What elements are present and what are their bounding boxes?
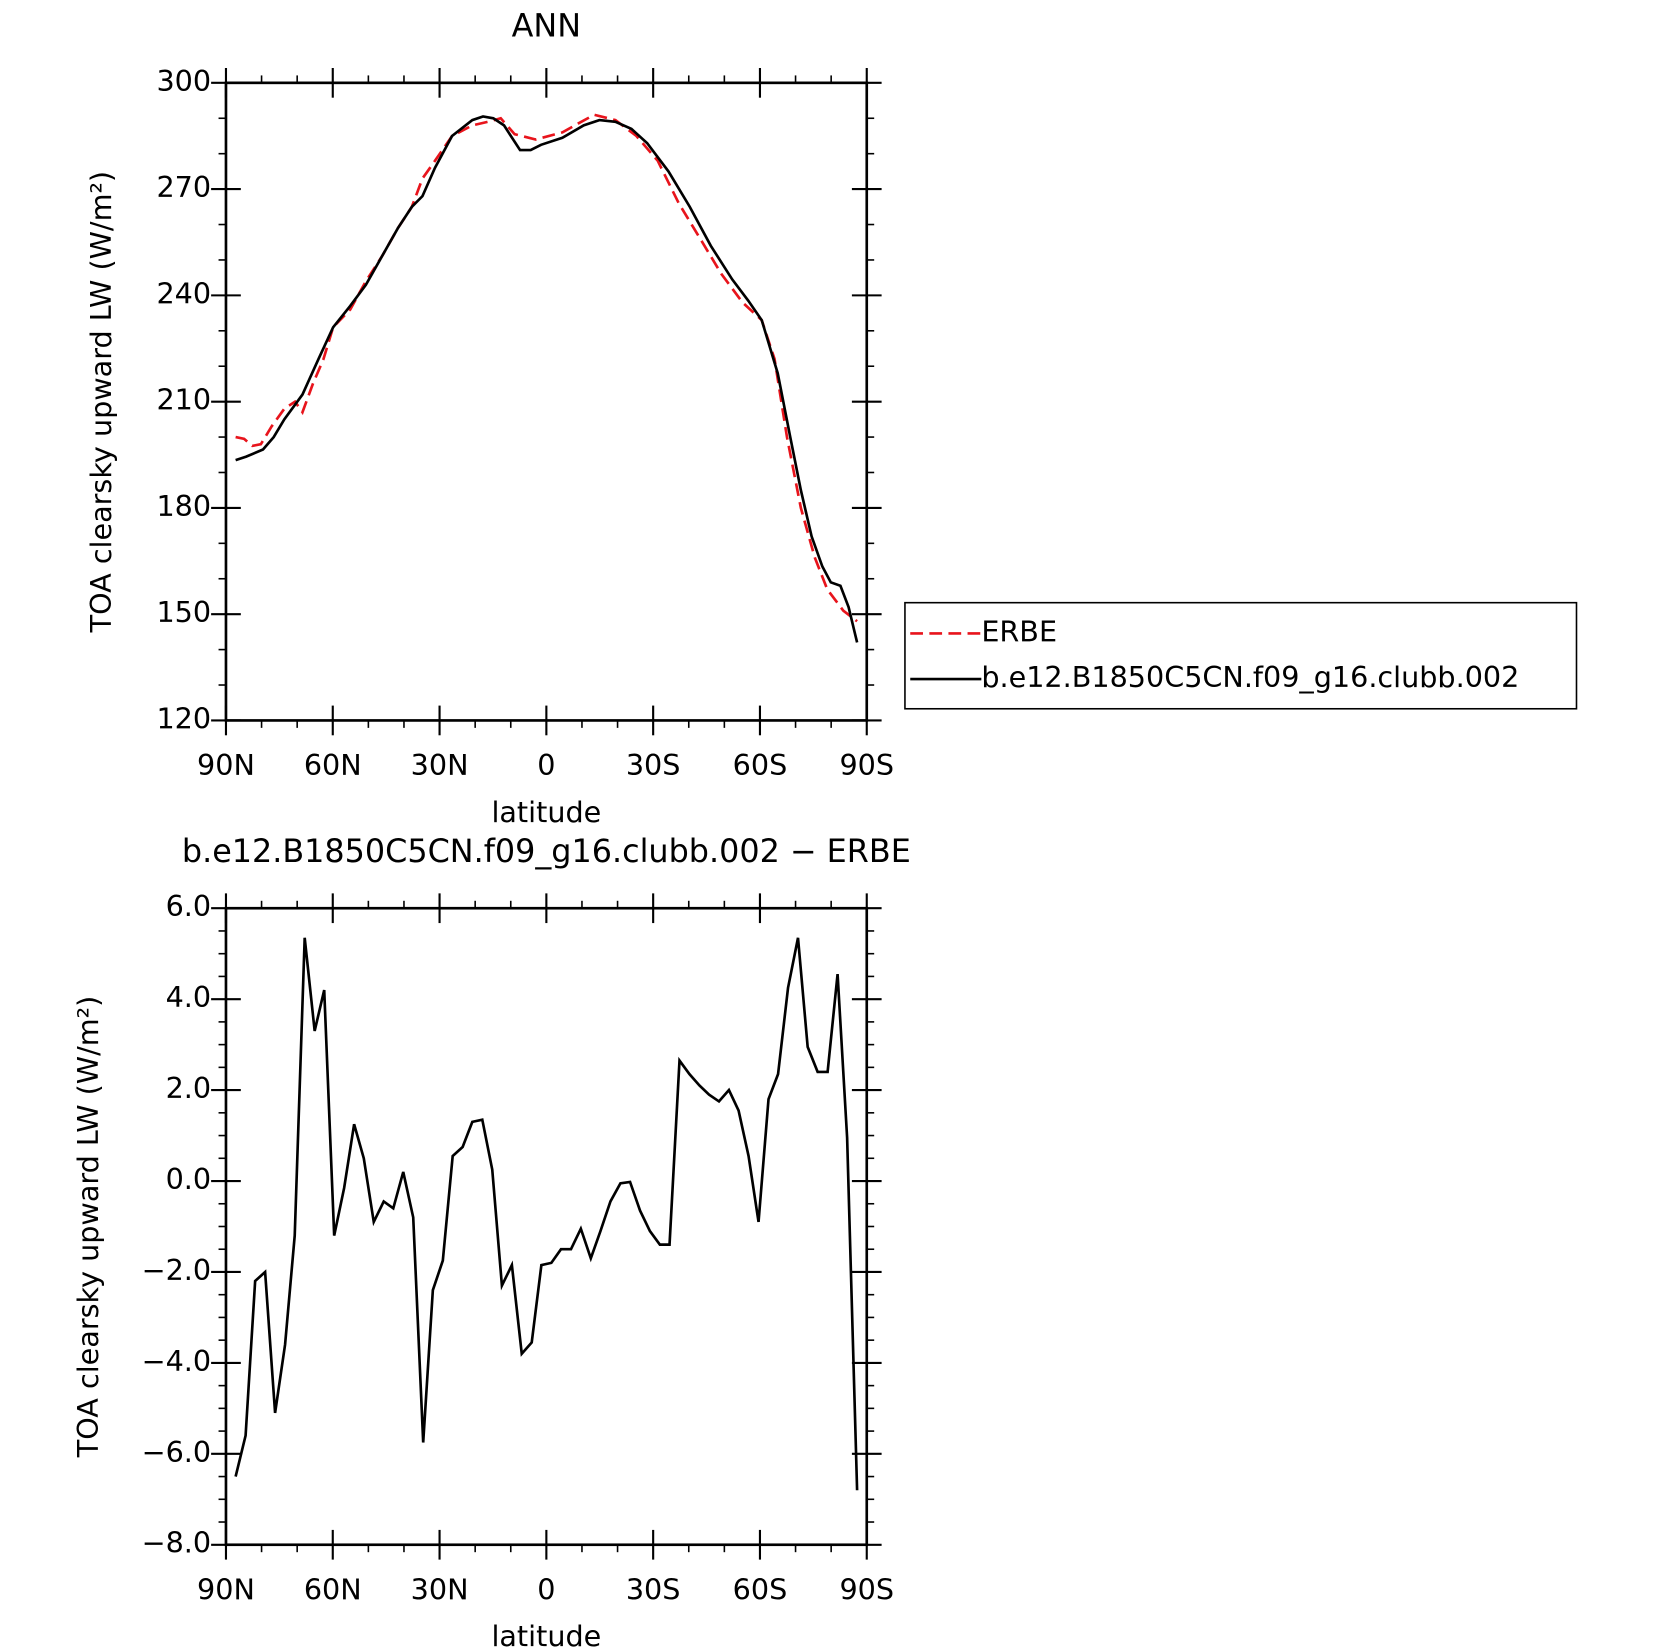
y-tick-label: 270 — [156, 170, 211, 204]
x-tick-label: 30S — [626, 1572, 681, 1606]
data-line — [235, 115, 859, 643]
y-tick-label: 180 — [156, 489, 211, 523]
x-tick-label: 30N — [411, 1572, 469, 1606]
legend-label: ERBE — [981, 614, 1057, 648]
x-axis-label: latitude — [491, 1619, 601, 1652]
y-tick-label: 6.0 — [166, 889, 212, 923]
x-tick-label: 60N — [304, 748, 362, 782]
y-axis-label: TOA clearsky upward LW (W/m²) — [71, 996, 105, 1458]
data-line — [234, 937, 859, 1491]
chart-title: ANN — [512, 7, 581, 45]
y-tick-label: 300 — [156, 64, 211, 98]
y-tick-label: 150 — [156, 595, 211, 629]
x-tick-label: 0 — [537, 748, 555, 782]
legend-box — [904, 601, 1578, 710]
y-tick-label: 210 — [156, 383, 211, 417]
legend-label: b.e12.B1850C5CN.f09_g16.clubb.002 — [981, 660, 1519, 694]
y-tick-label: −6.0 — [142, 1435, 212, 1469]
x-tick-label: 90S — [839, 1572, 894, 1606]
x-tick-label: 30N — [411, 748, 469, 782]
plot-frame — [224, 906, 869, 1547]
data-line — [235, 113, 858, 623]
y-tick-label: −2.0 — [142, 1253, 212, 1287]
x-axis-label: latitude — [491, 795, 601, 829]
y-tick-label: 4.0 — [166, 980, 212, 1014]
plot-frame — [224, 81, 869, 722]
y-tick-label: −8.0 — [142, 1526, 212, 1560]
x-tick-label: 30S — [626, 748, 681, 782]
x-tick-label: 60S — [733, 748, 788, 782]
y-tick-label: 0.0 — [166, 1162, 212, 1196]
x-tick-label: 90N — [197, 748, 255, 782]
y-tick-label: 120 — [156, 701, 211, 735]
y-tick-label: 240 — [156, 276, 211, 310]
x-tick-label: 60N — [304, 1572, 362, 1606]
x-tick-label: 60S — [733, 1572, 788, 1606]
x-tick-label: 90S — [839, 748, 894, 782]
x-tick-label: 90N — [197, 1572, 255, 1606]
chart-title: b.e12.B1850C5CN.f09_g16.clubb.002 − ERBE — [182, 832, 911, 870]
x-tick-label: 0 — [537, 1572, 555, 1606]
y-tick-label: 2.0 — [166, 1071, 212, 1105]
y-axis-label: TOA clearsky upward LW (W/m²) — [84, 171, 118, 633]
y-tick-label: −4.0 — [142, 1344, 212, 1378]
